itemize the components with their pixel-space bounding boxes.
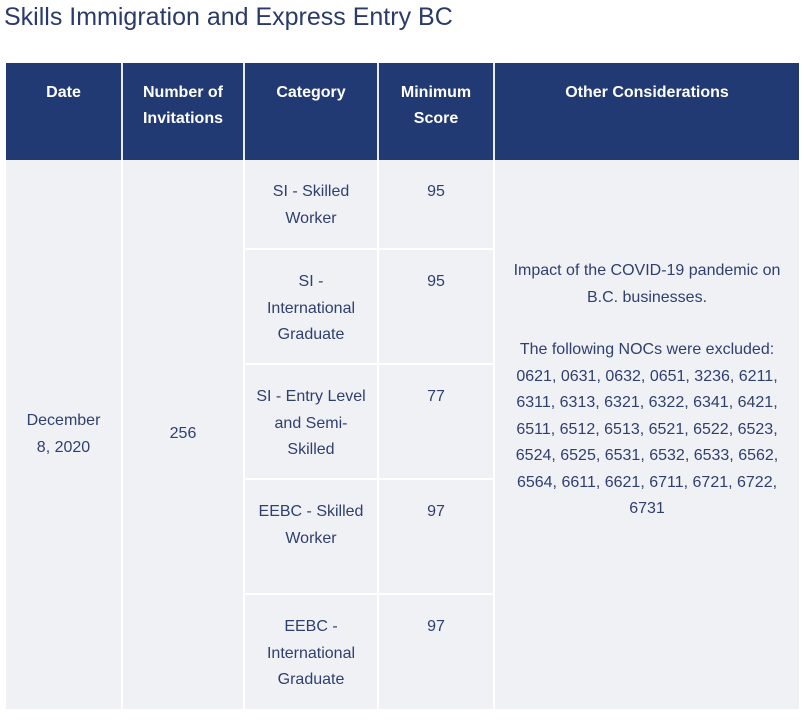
cell-score: 97 [377, 593, 494, 709]
table-row: December 8, 2020 256 SI - Skilled Worker… [6, 160, 799, 709]
score-value: 77 [427, 388, 445, 405]
category-value: EEBC - International Graduate [266, 618, 356, 688]
header-category: Category [243, 63, 378, 160]
score-value: 95 [427, 183, 445, 200]
cell-score: 77 [377, 363, 494, 479]
table-row: SI - Entry Level and Semi-Skilled 77 [6, 363, 799, 479]
cell-score: 95 [377, 248, 494, 364]
table-row: SI - International Graduate 95 [6, 248, 799, 364]
header-other-considerations: Other Considerations [493, 63, 799, 160]
cell-invitations: 256 [121, 160, 244, 709]
category-value: SI - International Graduate [266, 273, 356, 343]
header-date: Date [6, 63, 122, 160]
table-row: EEBC - International Graduate 97 [6, 593, 799, 709]
cell-category: EEBC - International Graduate [243, 593, 378, 709]
score-value: 97 [427, 503, 445, 520]
header-minimum-score: Minimum Score [377, 63, 494, 160]
cell-category: SI - Skilled Worker [243, 160, 378, 249]
header-number-of-invitations: Number of Invitations [121, 63, 244, 160]
cell-category: EEBC - Skilled Worker [243, 478, 378, 594]
cell-category: SI - International Graduate [243, 248, 378, 364]
category-value: EEBC - Skilled Worker [258, 503, 364, 547]
cell-score: 95 [377, 160, 494, 249]
cell-date: December 8, 2020 [6, 160, 122, 709]
table-header-row: Date Number of Invitations Category Mini… [6, 63, 799, 160]
covid-impact-note: Impact of the COVID-19 pandemic on B.C. … [513, 262, 781, 306]
cell-score: 97 [377, 478, 494, 594]
page-title: Skills Immigration and Express Entry BC [4, 3, 453, 31]
score-value: 97 [427, 618, 445, 635]
category-value: SI - Skilled Worker [272, 183, 350, 227]
cell-category: SI - Entry Level and Semi-Skilled [243, 363, 378, 479]
score-value: 95 [427, 273, 445, 290]
excluded-nocs-note: The following NOCs were excluded: 0621, … [515, 341, 779, 517]
draw-results-table: Date Number of Invitations Category Mini… [6, 63, 799, 709]
cell-other-considerations: Impact of the COVID-19 pandemic on B.C. … [493, 160, 799, 709]
date-value: December 8, 2020 [26, 412, 101, 456]
table-row: EEBC - Skilled Worker 97 [6, 478, 799, 594]
invitations-value: 256 [169, 425, 197, 443]
category-value: SI - Entry Level and Semi-Skilled [256, 388, 366, 458]
